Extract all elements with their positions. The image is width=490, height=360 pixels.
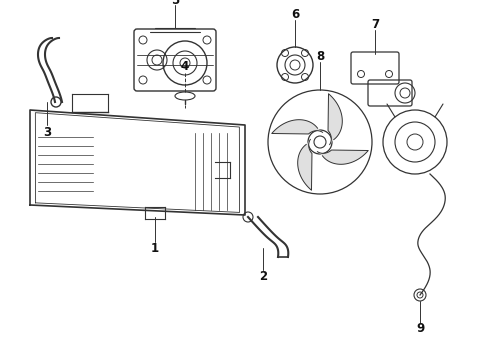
Text: 6: 6	[291, 9, 299, 22]
Polygon shape	[328, 94, 343, 145]
Polygon shape	[272, 120, 322, 134]
Polygon shape	[318, 150, 368, 164]
Text: 3: 3	[43, 126, 51, 139]
Text: 8: 8	[316, 49, 324, 63]
Text: 2: 2	[259, 270, 267, 283]
Polygon shape	[298, 139, 312, 190]
Text: 1: 1	[151, 242, 159, 255]
Text: 5: 5	[171, 0, 179, 6]
Text: 4: 4	[181, 60, 189, 73]
Text: 9: 9	[416, 323, 424, 336]
Text: 7: 7	[371, 18, 379, 31]
